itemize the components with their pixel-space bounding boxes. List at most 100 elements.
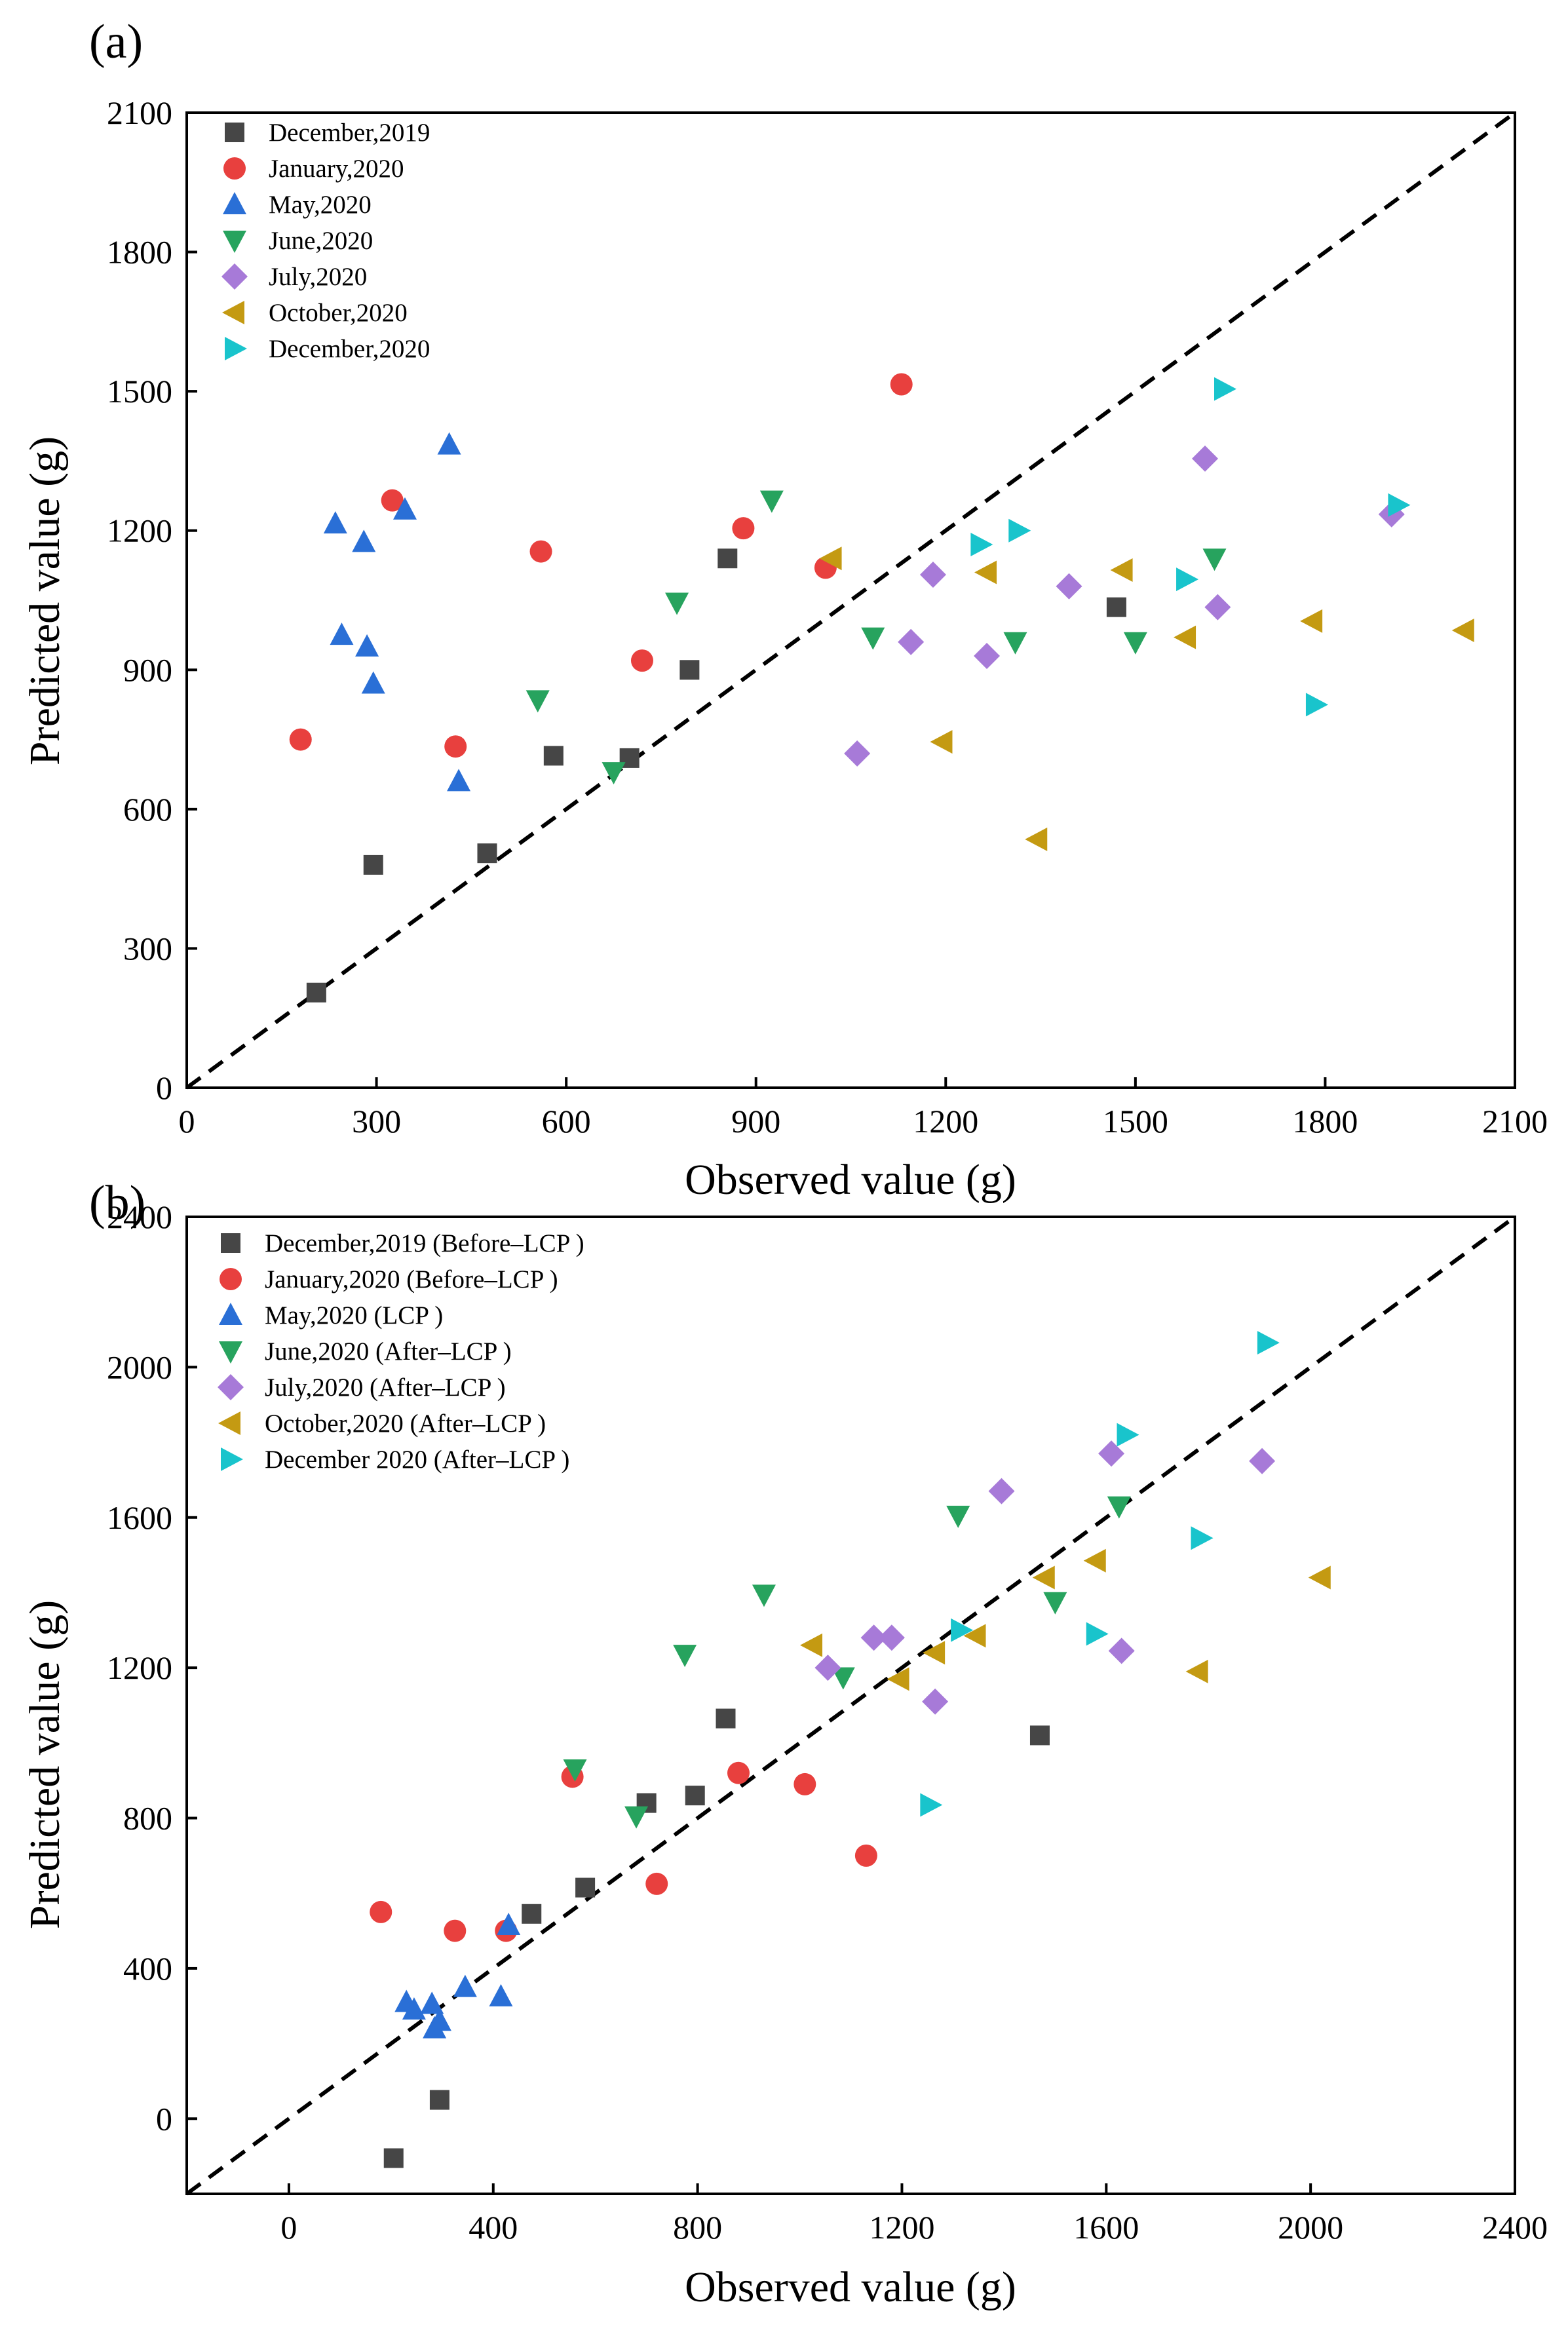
panel-b-dec2020-point-4 — [1117, 1423, 1139, 1447]
panel-a-dec2019-point-3 — [477, 843, 497, 864]
panel-b-oct2020-point-8 — [1308, 1565, 1331, 1590]
panel-a-y-tick-label: 2100 — [107, 94, 172, 131]
panel-b-dec2019-point-8 — [1029, 1725, 1050, 1746]
panel-a-jan2020-point-6 — [732, 517, 755, 540]
panel-a-legend-dec2019-label: December,2019 — [269, 119, 430, 147]
panel-a-jan2020-point-8 — [890, 373, 913, 396]
panel-b-jun2020-point-7 — [1043, 1592, 1067, 1615]
panel-b-dec2020-point-6 — [1257, 1331, 1280, 1355]
panel-a-legend-dec2019-marker — [225, 123, 244, 142]
panel-a-x-tick-label: 1500 — [1103, 1103, 1168, 1140]
panel-b-jun2020-point-2 — [624, 1806, 649, 1829]
panel-b-may2020-point-7 — [489, 1983, 513, 2006]
panel-b-oct2020-point-2 — [887, 1667, 909, 1691]
panel-b-legend-oct2020-label: October,2020 (After–LCP ) — [265, 1409, 546, 1438]
panel-b-plot-frame — [185, 1216, 1516, 2195]
panel-b-x-tick-label: 1200 — [869, 2209, 934, 2246]
panel-a-dec2020-point-5 — [1305, 693, 1328, 717]
panel-a-y-axis-title: Predicted value (g) — [21, 436, 69, 765]
panel-b-dec2019-point-7 — [716, 1708, 736, 1729]
panel-b-oct2020-point-3 — [923, 1641, 946, 1665]
panel-a-jul2020-point-5 — [1056, 573, 1082, 600]
panel-b-jun2020-point-1 — [563, 1759, 587, 1782]
panel-b-jul2020-point-4 — [922, 1688, 949, 1715]
panel-b-legend-may2020-marker — [219, 1303, 242, 1325]
panel-b-oct2020-point-6 — [1083, 1548, 1106, 1573]
panel-a-may2020-point-1 — [323, 511, 347, 534]
panel-b-dec2019-point-1 — [383, 2148, 404, 2168]
panel-b-oct2020-point-7 — [1185, 1659, 1208, 1683]
panel-b-y-tick-label: 2400 — [107, 1198, 172, 1235]
panel-b-y-tick-label: 1200 — [107, 1649, 172, 1686]
panel-b-dec2020-point-5 — [1191, 1526, 1214, 1550]
panel-b-jul2020-point-8 — [1249, 1447, 1276, 1474]
panel-b-may2020-point-3 — [420, 1991, 444, 2014]
panel-b-dec2019-point-2 — [429, 2090, 449, 2110]
panel-a-legend-jan2020-label: January,2020 — [269, 155, 404, 183]
panel-a-oct2020-point-1 — [819, 546, 842, 571]
panel-b-y-tick-label: 0 — [156, 2100, 172, 2137]
panel-b-oct2020-point-4 — [963, 1624, 986, 1648]
panel-b-y-tick-label: 2000 — [107, 1349, 172, 1385]
panel-b-jul2020-point-3 — [878, 1624, 905, 1651]
panel-b-jan2020-point-2 — [444, 1919, 467, 1942]
panel-a-dec2019-point-8 — [1106, 597, 1126, 617]
panel-a-legend-jun2020-label: June,2020 — [269, 227, 373, 255]
panel-b-jan2020-point-8 — [854, 1844, 877, 1867]
panel-a-y-tick-label: 1800 — [107, 234, 172, 271]
panel-a-y-tick-label: 1200 — [107, 512, 172, 549]
panel-a-jan2020-point-1 — [289, 728, 312, 751]
panel-a-legend-oct2020-label: October,2020 — [269, 299, 408, 327]
panel-a-dec2020-point-4 — [1214, 377, 1236, 401]
panel-a-x-tick-label: 1200 — [913, 1103, 978, 1140]
panel-a-oct2020-point-6 — [1174, 625, 1196, 649]
panel-a-jun2020-point-5 — [861, 627, 885, 650]
panel-b-may2020-point-2 — [402, 1997, 426, 2020]
panel-b-jul2020-point-5 — [988, 1478, 1015, 1504]
panel-b-jun2020-point-6 — [946, 1505, 970, 1528]
panel-a-y-tick-label: 900 — [123, 651, 172, 688]
panel-b-jun2020-point-3 — [673, 1645, 697, 1668]
panel-a-dec2019-point-4 — [543, 746, 564, 766]
panel-b-jan2020-point-6 — [727, 1761, 750, 1784]
panel-a-jul2020-point-4 — [974, 643, 1001, 670]
panel-b-legend-jan2020-label: January,2020 (Before–LCP ) — [265, 1265, 558, 1294]
panel-b-legend-jun2020-marker — [219, 1341, 242, 1364]
panel-b-jul2020-point-2 — [860, 1624, 887, 1651]
panel-b-jul2020-point-7 — [1108, 1638, 1135, 1664]
panel-b-jan2020-point-5 — [645, 1872, 668, 1895]
panel-a-legend-may2020-label: May,2020 — [269, 191, 372, 219]
panel-b-oct2020-point-5 — [1032, 1565, 1055, 1590]
panel-b-legend-jan2020-marker — [220, 1268, 242, 1290]
panel-a-x-tick-label: 900 — [731, 1103, 780, 1140]
panel-b-jun2020-point-4 — [752, 1584, 776, 1607]
panel-b-x-tick-label: 400 — [468, 2209, 518, 2246]
panel-a-jun2020-point-3 — [665, 592, 689, 615]
panel-b-y-tick-label: 400 — [123, 1950, 172, 1987]
panel-a-jan2020-point-5 — [630, 649, 653, 672]
panel-a-may2020-point-5 — [361, 671, 385, 694]
panel-a-y-tick-label: 600 — [123, 791, 172, 828]
panel-a-plot-frame — [185, 111, 1516, 1089]
panel-b-label: (b) — [89, 1176, 145, 1230]
panel-a-x-tick-label: 600 — [542, 1103, 591, 1140]
panel-a-oct2020-point-8 — [1451, 619, 1474, 643]
panel-a-dec2020-point-2 — [1008, 518, 1031, 543]
panel-b-dec2019-point-6 — [685, 1786, 705, 1806]
panel-b-dec2020-point-3 — [1086, 1622, 1109, 1646]
panel-b-legend-dec2019-marker — [221, 1233, 240, 1253]
panel-a-jan2020-point-2 — [381, 489, 404, 512]
panel-b-jan2020-point-7 — [794, 1773, 816, 1795]
panel-a-may2020-point-7 — [437, 432, 461, 455]
panel-a-legend-jan2020-marker — [223, 157, 246, 180]
panel-a-jun2020-point-6 — [1003, 632, 1027, 655]
panel-a-legend-jul2020-label: July,2020 — [269, 263, 367, 291]
panel-a-x-tick-label: 0 — [179, 1103, 195, 1140]
panel-b-dec2020-point-1 — [920, 1793, 943, 1817]
panel-a-y-tick-label: 300 — [123, 930, 172, 967]
panel-a-dec2019-point-6 — [679, 660, 700, 680]
panel-a-oct2020-point-3 — [974, 560, 997, 584]
panel-a-jun2020-point-8 — [1202, 548, 1227, 571]
panel-a-oct2020-point-2 — [930, 730, 953, 754]
